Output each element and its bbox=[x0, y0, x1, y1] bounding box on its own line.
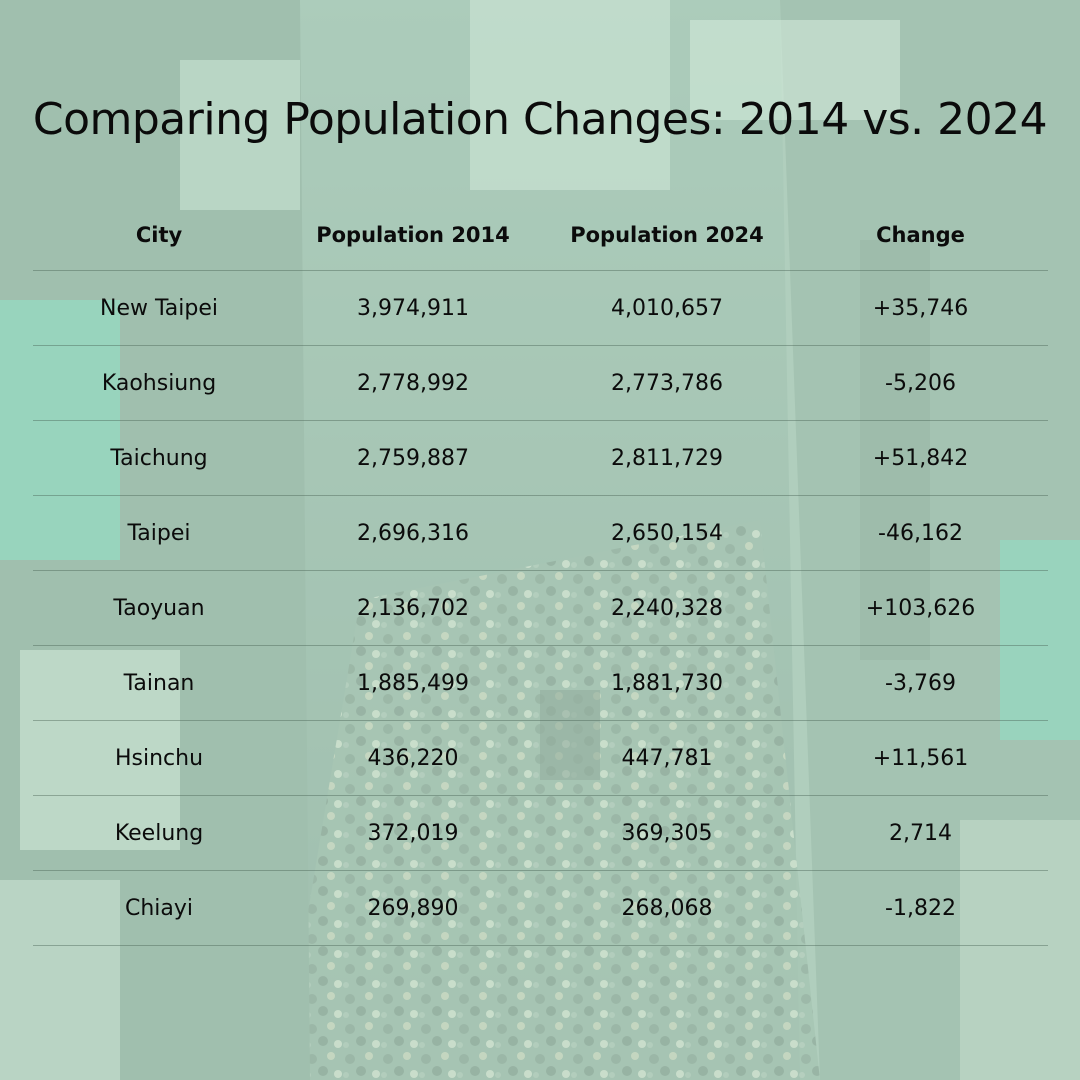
population-2024-cell: 447,781 bbox=[621, 745, 713, 771]
population-2024-cell: 1,881,730 bbox=[611, 670, 723, 696]
change-cell: +11,561 bbox=[872, 745, 969, 771]
population-2014-cell: 1,885,499 bbox=[357, 670, 469, 696]
population-2014-cell: 3,974,911 bbox=[357, 295, 469, 321]
table-header: City Population 2014 Population 2024 Change bbox=[33, 200, 1048, 271]
population-2024-cell: 369,305 bbox=[621, 820, 713, 846]
population-2014-cell: 372,019 bbox=[367, 820, 459, 846]
change-cell: +35,746 bbox=[872, 295, 969, 321]
city-cell: Taipei bbox=[127, 520, 191, 546]
population-2024-cell: 2,650,154 bbox=[611, 520, 723, 546]
header-city: City bbox=[135, 223, 183, 247]
table-row: Tainan 1,885,499 1,881,730 -3,769 bbox=[33, 646, 1048, 721]
population-2024-cell: 4,010,657 bbox=[611, 295, 723, 321]
population-2024-cell: 2,773,786 bbox=[611, 370, 723, 396]
city-cell: Hsinchu bbox=[114, 745, 204, 771]
city-cell: Taichung bbox=[110, 445, 208, 471]
population-table: City Population 2014 Population 2024 Change… bbox=[33, 200, 1048, 946]
change-cell: +51,842 bbox=[872, 445, 969, 471]
population-2014-cell: 436,220 bbox=[367, 745, 459, 771]
city-cell: New Taipei bbox=[100, 295, 218, 321]
table-row: New Taipei 3,974,911 4,010,657 +35,746 bbox=[33, 271, 1048, 346]
table-row: Chiayi 269,890 268,068 -1,822 bbox=[33, 871, 1048, 946]
population-2024-cell: 268,068 bbox=[621, 895, 713, 921]
city-cell: Chiayi bbox=[124, 895, 194, 921]
change-cell: 2,714 bbox=[889, 820, 952, 846]
change-cell: -5,206 bbox=[885, 370, 956, 396]
population-2014-cell: 2,778,992 bbox=[357, 370, 469, 396]
page-title: Comparing Population Changes: 2014 vs. 2… bbox=[32, 94, 1048, 145]
header-change: Change bbox=[876, 223, 965, 247]
population-2024-cell: 2,240,328 bbox=[611, 595, 723, 621]
change-cell: -3,769 bbox=[885, 670, 956, 696]
population-2024-cell: 2,811,729 bbox=[611, 445, 723, 471]
population-2014-cell: 2,696,316 bbox=[357, 520, 469, 546]
header-population-2024: Population 2024 bbox=[570, 223, 764, 247]
change-cell: +103,626 bbox=[865, 595, 976, 621]
city-cell: Keelung bbox=[114, 820, 204, 846]
city-cell: Taoyuan bbox=[113, 595, 205, 621]
table-row: Keelung 372,019 369,305 2,714 bbox=[33, 796, 1048, 871]
table-row: Kaohsiung 2,778,992 2,773,786 -5,206 bbox=[33, 346, 1048, 421]
population-2014-cell: 2,136,702 bbox=[357, 595, 469, 621]
table-row: Taoyuan 2,136,702 2,240,328 +103,626 bbox=[33, 571, 1048, 646]
change-cell: -46,162 bbox=[878, 520, 963, 546]
change-cell: -1,822 bbox=[885, 895, 956, 921]
population-2014-cell: 269,890 bbox=[367, 895, 459, 921]
population-2014-cell: 2,759,887 bbox=[357, 445, 469, 471]
table-row: Taichung 2,759,887 2,811,729 +51,842 bbox=[33, 421, 1048, 496]
city-cell: Kaohsiung bbox=[101, 370, 217, 396]
header-population-2014: Population 2014 bbox=[316, 223, 510, 247]
city-cell: Tainan bbox=[123, 670, 195, 696]
table-row: Hsinchu 436,220 447,781 +11,561 bbox=[33, 721, 1048, 796]
table-row: Taipei 2,696,316 2,650,154 -46,162 bbox=[33, 496, 1048, 571]
